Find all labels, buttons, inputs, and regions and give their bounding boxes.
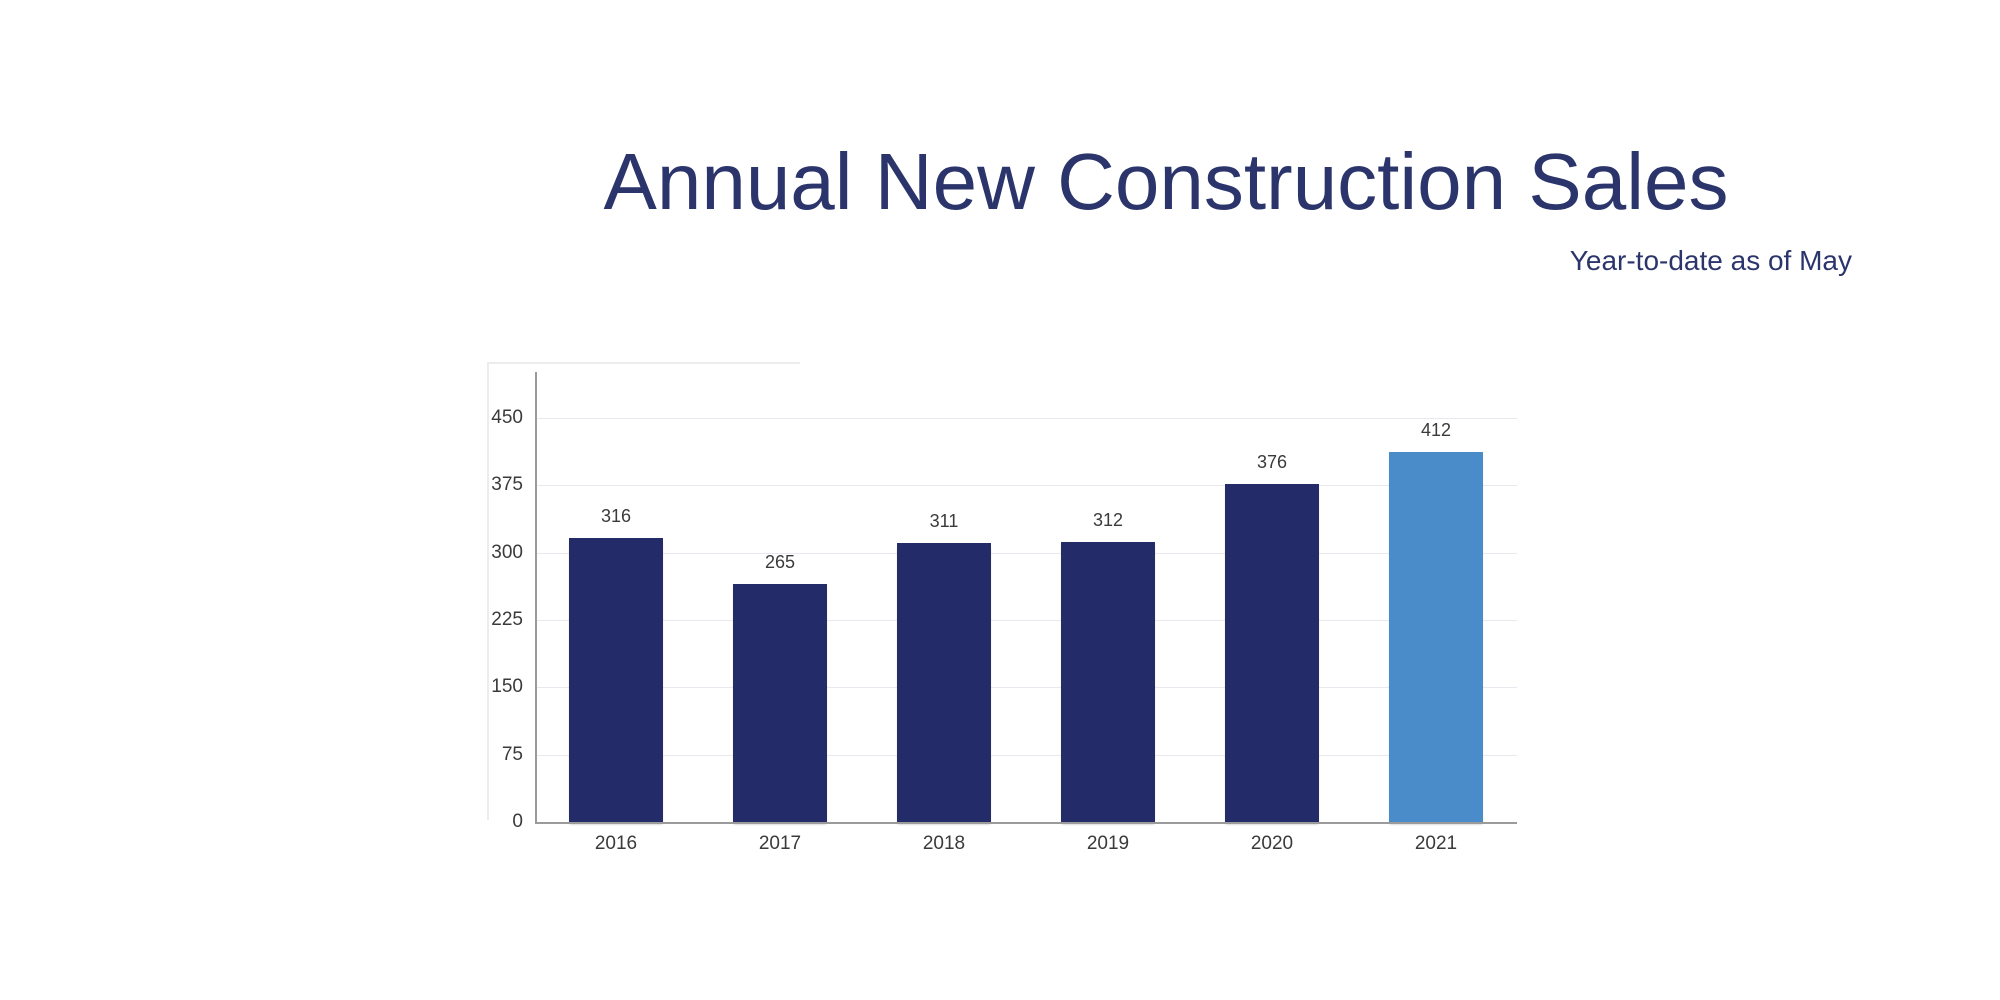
- chart-title: Annual New Construction Sales: [603, 137, 1729, 226]
- bar-2016: [569, 538, 663, 822]
- y-axis-tick-75: 75: [501, 743, 523, 765]
- y-axis-tick-375: 375: [491, 474, 523, 496]
- gridline-450: [537, 418, 1517, 419]
- bar-2021: [1389, 452, 1483, 822]
- y-axis-tick-450: 450: [491, 407, 523, 428]
- x-axis-tick-2018: 2018: [922, 833, 966, 854]
- bar-2017: [733, 584, 827, 822]
- y-axis-tick-225: 225: [491, 609, 523, 630]
- y-axis-tick-150: 150: [491, 676, 523, 698]
- gridline-300: [537, 552, 1517, 554]
- bar-value-label-2020: 376: [1256, 452, 1288, 473]
- chart-frame-top-edge: [487, 362, 800, 364]
- chart-frame-left-edge: [487, 362, 489, 820]
- bar-value-label-2016: 316: [600, 506, 632, 527]
- bar-value-label-2021: 412: [1420, 420, 1452, 441]
- gridline-150: [537, 687, 1517, 689]
- y-axis-tick-0: 0: [512, 811, 523, 832]
- gridline-225: [537, 620, 1517, 621]
- gridline-75: [537, 754, 1517, 756]
- bar-2019: [1061, 541, 1155, 822]
- bar-2020: [1225, 484, 1319, 822]
- chart-subtitle: Year-to-date as of May: [1569, 245, 1852, 276]
- x-axis-tick-2020: 2020: [1250, 833, 1294, 854]
- x-axis-tick-2019: 2019: [1086, 833, 1130, 854]
- x-axis-tick-2021: 2021: [1414, 833, 1458, 854]
- x-axis-tick-2016: 2016: [594, 833, 638, 854]
- x-axis-tick-2017: 2017: [758, 833, 802, 854]
- x-axis-line: [535, 822, 1517, 824]
- bar-value-label-2017: 265: [764, 552, 796, 573]
- bar-value-label-2018: 311: [929, 510, 959, 531]
- bar-2018: [897, 542, 991, 822]
- y-axis-line: [535, 372, 537, 822]
- bar-value-label-2019: 312: [1092, 509, 1124, 530]
- y-axis-tick-300: 300: [491, 541, 523, 563]
- gridline-375: [537, 485, 1517, 487]
